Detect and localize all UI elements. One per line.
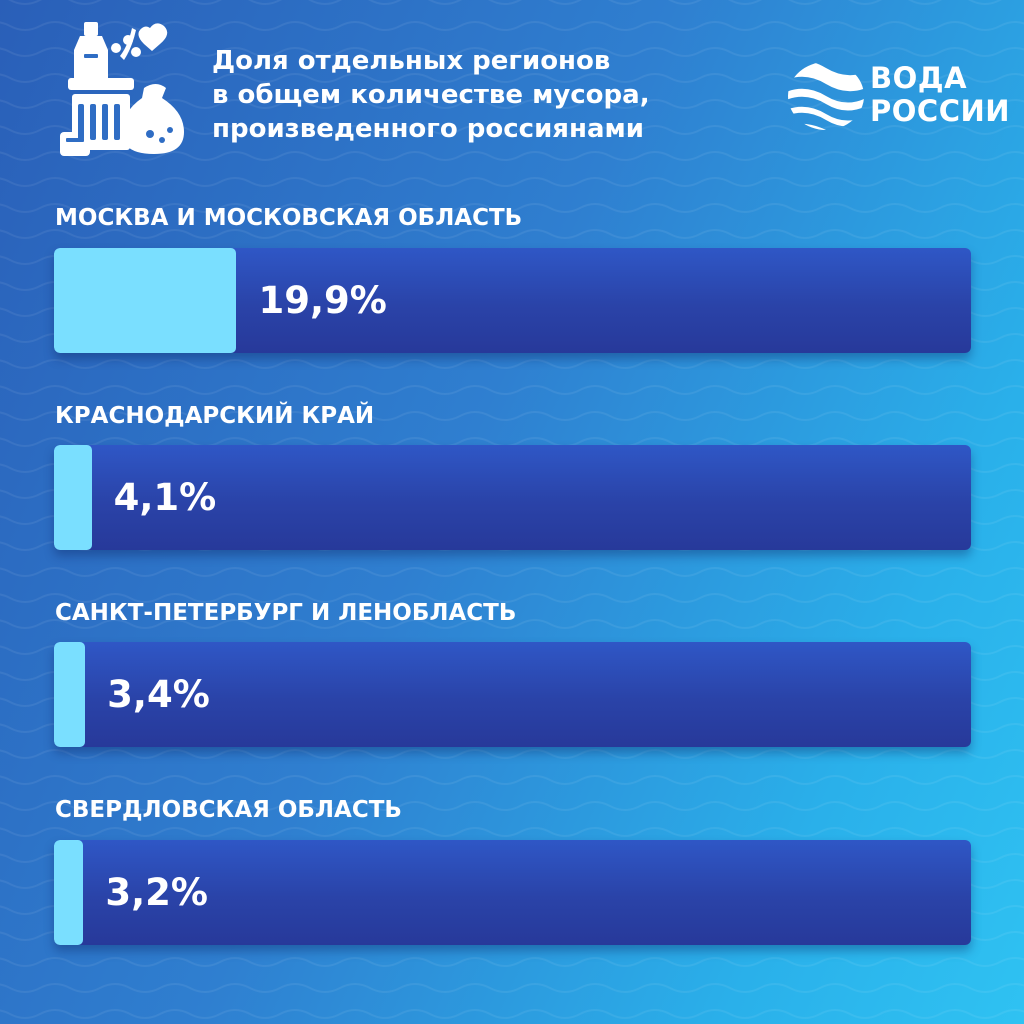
bar — [54, 642, 86, 747]
bar — [54, 445, 92, 550]
trash-collage-icon — [60, 22, 184, 156]
logo-text: ВОДА РОССИИ — [870, 62, 1010, 128]
page-title: Доля отдельных регионов в общем количест… — [212, 44, 732, 146]
bar-track: 3,2% — [54, 840, 971, 945]
bar — [54, 248, 237, 353]
water-waves-logo-icon — [788, 62, 864, 130]
bar-track: 3,4% — [54, 642, 971, 747]
logo-line: ВОДА — [870, 61, 968, 95]
bar — [54, 840, 84, 945]
bar-value-label: 3,4% — [107, 673, 210, 716]
bar-track: 19,9% — [54, 248, 971, 353]
title-line: Доля отдельных регионов — [212, 46, 611, 76]
title-line: в общем количестве мусора, — [212, 80, 650, 110]
logo-line: РОССИИ — [870, 94, 1011, 128]
voda-rossii-logo: ВОДА РОССИИ — [780, 50, 1010, 140]
title-line: произведенного россиянами — [212, 114, 644, 144]
bar-value-label: 4,1% — [113, 476, 217, 519]
bar-category-label: МОСКВА И МОСКОВСКАЯ ОБЛАСТЬ — [55, 205, 523, 231]
bar-category-label: КРАСНОДАРСКИЙ КРАЙ — [55, 403, 375, 429]
bar-value-label: 19,9% — [258, 279, 387, 322]
header: Доля отдельных регионов в общем количест… — [0, 0, 1024, 180]
bar-category-label: САНКТ-ПЕТЕРБУРГ И ЛЕНОБЛАСТЬ — [55, 600, 517, 626]
bar-value-label: 3,2% — [105, 871, 208, 914]
bar-track: 4,1% — [54, 445, 971, 550]
bar-category-label: СВЕРДЛОВСКАЯ ОБЛАСТЬ — [55, 797, 402, 823]
